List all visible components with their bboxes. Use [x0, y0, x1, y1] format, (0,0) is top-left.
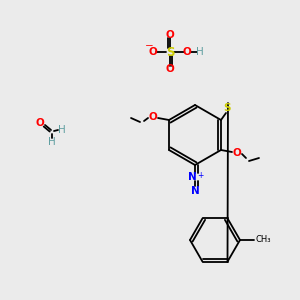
Text: O: O: [148, 112, 158, 122]
Text: O: O: [166, 30, 174, 40]
Text: N: N: [188, 172, 196, 182]
Text: S: S: [223, 103, 231, 113]
Text: +: +: [197, 170, 203, 179]
Text: H: H: [58, 125, 66, 135]
Text: CH₃: CH₃: [256, 236, 272, 244]
Text: N: N: [190, 186, 200, 196]
Text: O: O: [148, 47, 158, 57]
Text: O: O: [183, 47, 191, 57]
Text: H: H: [196, 47, 204, 57]
Text: O: O: [232, 148, 242, 158]
Text: H: H: [48, 137, 56, 147]
Text: S: S: [166, 46, 174, 59]
Text: O: O: [166, 64, 174, 74]
Text: −: −: [145, 41, 153, 51]
Text: O: O: [36, 118, 44, 128]
